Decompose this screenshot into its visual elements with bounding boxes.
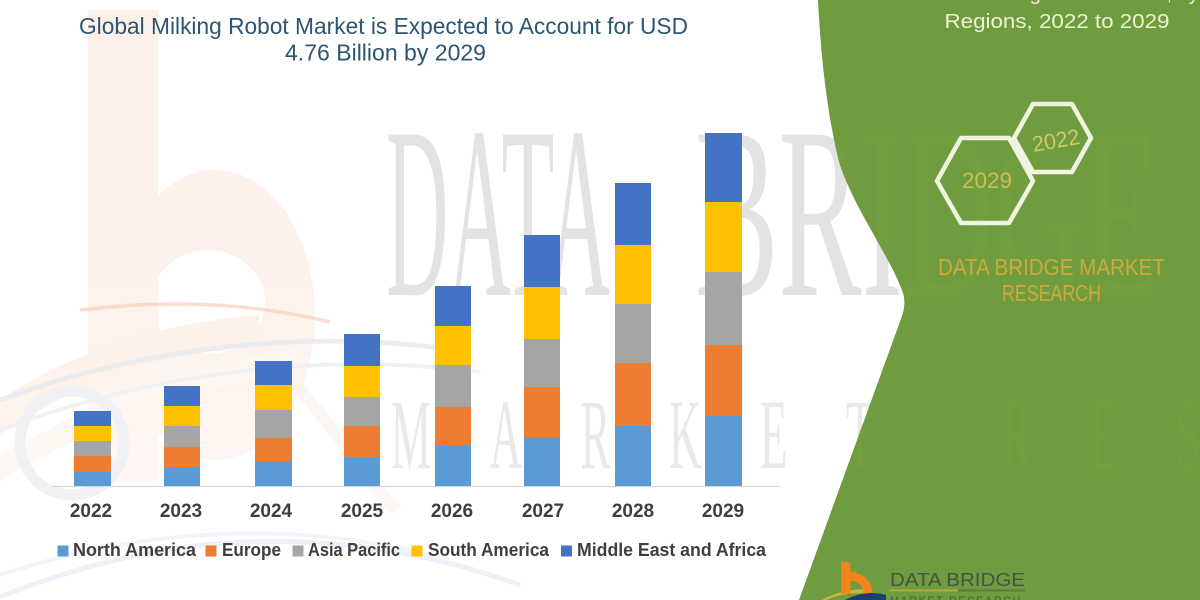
svg-text:DATA BRIDGE MARKET: DATA BRIDGE MARKET xyxy=(938,254,1165,280)
svg-text:2029: 2029 xyxy=(702,501,744,522)
svg-text:DATA: DATA xyxy=(386,77,610,348)
svg-text:Europe: Europe xyxy=(222,540,281,560)
svg-text:Regions, 2022 to 2029: Regions, 2022 to 2029 xyxy=(945,11,1170,33)
svg-text:Global Milking Robot Market, b: Global Milking Robot Market, by xyxy=(915,0,1198,5)
svg-text:DATA BRIDGE: DATA BRIDGE xyxy=(890,570,1025,590)
svg-text:2023: 2023 xyxy=(160,501,202,522)
svg-text:South America: South America xyxy=(428,540,550,560)
svg-text:2028: 2028 xyxy=(612,501,654,522)
svg-text:2025: 2025 xyxy=(341,501,384,522)
svg-text:RESEARCH: RESEARCH xyxy=(1002,280,1101,306)
svg-text:2029: 2029 xyxy=(962,168,1012,193)
svg-text:2024: 2024 xyxy=(250,501,293,522)
svg-text:2022: 2022 xyxy=(70,501,112,522)
svg-text:North America: North America xyxy=(73,540,197,560)
svg-text:4.76 Billion by 2029: 4.76 Billion by 2029 xyxy=(285,40,486,66)
svg-text:MARKET RESEARCH: MARKET RESEARCH xyxy=(890,596,1022,600)
svg-text:2026: 2026 xyxy=(431,501,473,522)
svg-text:Global Milking Robot Market is: Global Milking Robot Market is Expected … xyxy=(79,13,688,39)
svg-text:2027: 2027 xyxy=(522,501,564,522)
svg-text:Asia Pacific: Asia Pacific xyxy=(308,540,400,560)
svg-text:Middle East and Africa: Middle East and Africa xyxy=(577,540,767,560)
